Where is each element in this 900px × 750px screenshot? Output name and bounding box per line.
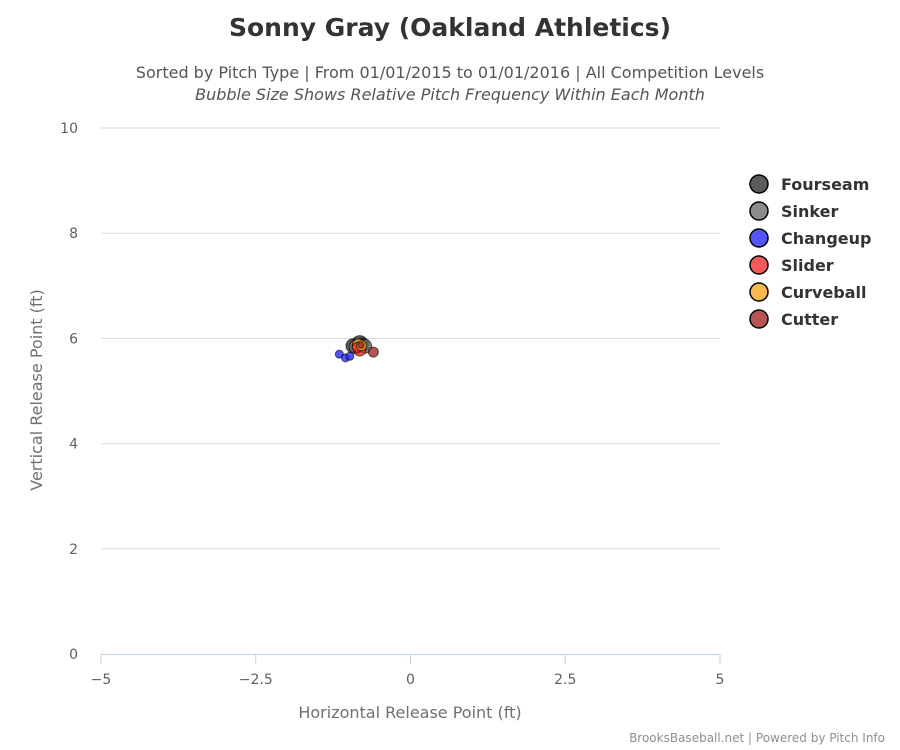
chart-subtitle: Sorted by Pitch Type | From 01/01/2015 t…	[136, 63, 764, 82]
plot-points[interactable]	[334, 335, 379, 363]
legend-label: Curveball	[781, 283, 867, 302]
y-tick-label: 8	[69, 226, 78, 242]
x-axis-ticks: −5 −2.5 0 2.5 5	[91, 672, 725, 688]
legend-marker	[749, 282, 769, 302]
legend[interactable]: Fourseam Sinker Changeup Slider Curveball Cut…	[749, 174, 871, 329]
legend-marker	[749, 228, 769, 248]
legend-marker	[749, 255, 769, 275]
legend-item-curveball[interactable]: Curveball	[749, 282, 867, 302]
grid-lines	[101, 127, 720, 550]
legend-label: Slider	[781, 256, 834, 275]
legend-item-cutter[interactable]: Cutter	[749, 309, 838, 329]
y-axis-title: Vertical Release Point (ft)	[27, 289, 46, 491]
legend-item-slider[interactable]: Slider	[749, 255, 834, 275]
y-tick-label: 2	[69, 542, 78, 558]
x-tick-label: 5	[716, 672, 725, 688]
x-tick-label: −5	[91, 672, 112, 688]
legend-marker	[749, 201, 769, 221]
credits[interactable]: BrooksBaseball.net | Powered by Pitch In…	[629, 731, 885, 745]
y-tick-label: 6	[69, 331, 78, 347]
legend-marker	[749, 174, 769, 194]
data-point-cutter[interactable]	[357, 341, 365, 349]
x-tick-label: 0	[406, 672, 415, 688]
x-axis-title: Horizontal Release Point (ft)	[298, 703, 521, 722]
legend-label: Sinker	[781, 202, 838, 221]
legend-label: Cutter	[781, 310, 838, 329]
legend-label: Changeup	[781, 229, 871, 248]
y-tick-label: 0	[69, 647, 78, 663]
chart-title: Sonny Gray (Oakland Athletics)	[229, 13, 671, 42]
y-tick-label: 10	[60, 121, 78, 137]
legend-item-fourseam[interactable]: Fourseam	[749, 174, 869, 194]
x-tick-label: 2.5	[554, 672, 576, 688]
data-point-cutter[interactable]	[367, 346, 379, 358]
y-axis-ticks: 0 2 4 6 8 10	[60, 121, 78, 663]
legend-item-changeup[interactable]: Changeup	[749, 228, 871, 248]
y-tick-label: 4	[69, 437, 78, 453]
data-point-changeup[interactable]	[345, 351, 355, 361]
legend-marker	[749, 309, 769, 329]
x-axis	[100, 654, 721, 664]
legend-item-sinker[interactable]: Sinker	[749, 201, 838, 221]
legend-label: Fourseam	[781, 175, 869, 194]
x-tick-label: −2.5	[239, 672, 273, 688]
chart-subtitle-bubble-note: Bubble Size Shows Relative Pitch Frequen…	[195, 85, 705, 104]
